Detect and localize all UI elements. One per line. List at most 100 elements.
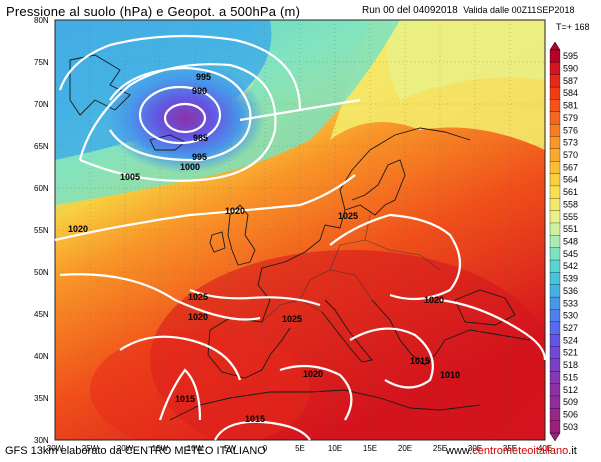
colorbar-label: 587 <box>563 76 578 86</box>
colorbar-swatch <box>549 334 561 347</box>
isobar-label: 1020 <box>225 206 245 216</box>
colorbar-swatch <box>549 49 561 63</box>
lon-label: 20W <box>117 444 134 453</box>
valid-label: Valida dalle 00Z11SEP2018 <box>463 5 575 15</box>
lon-label: 10W <box>187 444 204 453</box>
colorbar-swatch <box>549 235 561 249</box>
colorbar-label: 570 <box>563 150 578 160</box>
isobar-label: 1005 <box>120 172 140 182</box>
isobar-label: 1020 <box>188 312 208 322</box>
colorbar-swatch <box>549 148 561 162</box>
colorbar-label: 545 <box>563 249 578 259</box>
lon-label: 5W <box>224 444 236 453</box>
colorbar-label: 521 <box>563 348 578 358</box>
colorbar-label: 579 <box>563 113 578 123</box>
lat-label: 50N <box>34 268 49 277</box>
site-name: centrometeoitaliano <box>472 445 569 457</box>
colorbar-swatch <box>549 272 561 286</box>
colorbar-swatch <box>549 161 561 174</box>
colorbar-label: 536 <box>563 286 578 296</box>
isobar-label: 1020 <box>303 369 323 379</box>
lon-label: 10E <box>328 444 342 453</box>
lat-label: 80N <box>34 16 49 25</box>
colorbar-label: 503 <box>563 422 578 432</box>
lon-label: 25W <box>82 444 99 453</box>
colorbar-swatch <box>549 247 561 261</box>
run-label: Run 00 del 04092018 <box>362 5 458 16</box>
lon-label: 20E <box>398 444 412 453</box>
lat-label: 40N <box>34 352 49 361</box>
lon-label: 15W <box>152 444 169 453</box>
isobar-label: 985 <box>193 133 208 143</box>
colorbar-arrow-bottom <box>549 432 561 442</box>
isobar-label: 990 <box>192 86 207 96</box>
isobar-label: 1025 <box>188 292 208 302</box>
isobar-label: 995 <box>196 72 211 82</box>
lon-label: 35E <box>503 444 517 453</box>
map-title: Pressione al suolo (hPa) e Geopot. a 500… <box>6 4 301 19</box>
colorbar-label: 561 <box>563 187 578 197</box>
colorbar-label: 567 <box>563 162 578 172</box>
colorbar-swatch <box>549 111 561 125</box>
isobar-label: 1015 <box>410 356 430 366</box>
colorbar-label: 564 <box>563 175 578 185</box>
colorbar-label: 590 <box>563 64 578 74</box>
colorbar-swatch <box>549 259 561 273</box>
lon-label: 25E <box>433 444 447 453</box>
site-prefix: www. <box>446 445 473 457</box>
colorbar-swatch <box>549 185 561 199</box>
borders <box>261 214 441 323</box>
lon-label: 5E <box>295 444 305 453</box>
colorbar-swatch <box>549 198 561 212</box>
colorbar-swatch <box>549 383 561 397</box>
lon-label: 0 <box>263 444 268 453</box>
colorbar-arrow-top <box>549 41 561 51</box>
footer-website: www.centrometeoitaliano.it <box>446 445 577 457</box>
footer-credit: GFS 13km elaborato da CENTRO METEO ITALI… <box>5 445 266 457</box>
lon-label: 30E <box>468 444 482 453</box>
lat-label: 75N <box>34 58 49 67</box>
colorbar-swatch <box>549 173 561 187</box>
lon-label: 40E <box>538 444 552 453</box>
isobars <box>54 34 547 441</box>
colorbar-label: 509 <box>563 397 578 407</box>
colorbar-label: 555 <box>563 212 578 222</box>
colorbar-label: 551 <box>563 224 578 234</box>
colorbar-swatch <box>549 86 561 100</box>
colorbar-swatch <box>549 284 561 298</box>
colorbar-swatch <box>549 309 561 323</box>
colorbar-label: 512 <box>563 385 578 395</box>
lon-axis-labels: 30W 25W 20W 15W 10W 5W 0 5E 10E 15E 20E … <box>47 444 552 453</box>
isobar-label: 1015 <box>245 414 265 424</box>
forecast-step: T=+ 168 <box>556 22 590 32</box>
colorbar-label: 527 <box>563 323 578 333</box>
colorbar-label: 515 <box>563 372 578 382</box>
colorbar-swatch <box>549 62 561 76</box>
colorbar-swatch <box>549 408 561 422</box>
colorbar-swatch <box>549 99 561 113</box>
colorbar-label: 558 <box>563 199 578 209</box>
isobar-labels: 995 990 985 995 1000 1005 1020 1020 1025… <box>68 72 460 424</box>
colorbar-swatch <box>549 321 561 335</box>
isobar-label: 1025 <box>282 314 302 324</box>
site-suffix: .it <box>568 445 577 457</box>
colorbar-swatch <box>549 346 561 360</box>
colorbar-swatch <box>549 136 561 150</box>
lat-axis-labels: 80N 75N 70N 65N 60N 55N 50N 45N 40N 35N … <box>34 16 49 445</box>
isobar-label: 1010 <box>440 370 460 380</box>
run-info: Run 00 del 04092018 Valida dalle 00Z11SE… <box>362 5 574 16</box>
coastlines <box>69 54 531 421</box>
colorbar-swatch <box>549 222 561 236</box>
isobar-label: 1000 <box>180 162 200 172</box>
colorbar-label: 524 <box>563 335 578 345</box>
colorbar-swatch <box>549 358 561 372</box>
lat-label: 70N <box>34 100 49 109</box>
colorbar-label: 539 <box>563 274 578 284</box>
isobar-label: 1020 <box>68 224 88 234</box>
isobar-label: 1025 <box>338 211 358 221</box>
lat-label: 65N <box>34 142 49 151</box>
colorbar-label: 518 <box>563 360 578 370</box>
colorbar-label: 581 <box>563 101 578 111</box>
colorbar-label: 576 <box>563 125 578 135</box>
lat-label: 35N <box>34 394 49 403</box>
